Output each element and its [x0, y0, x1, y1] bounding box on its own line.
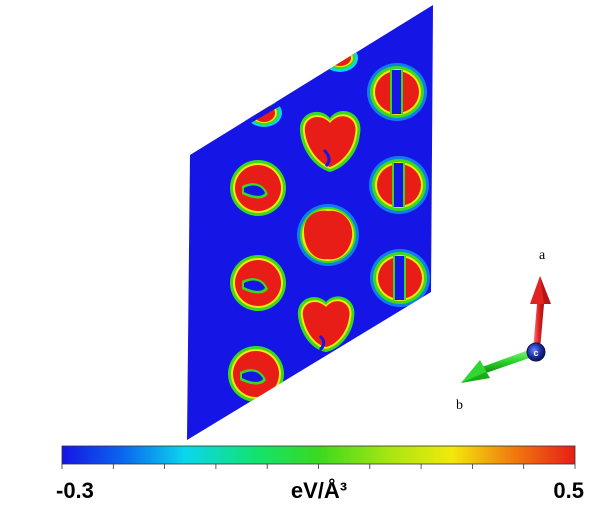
density-blob — [370, 249, 430, 307]
density-blob — [230, 160, 286, 216]
colorbar-unit-label: eV/Å³ — [290, 478, 348, 503]
colorbar-gradient — [61, 445, 576, 465]
density-blob — [297, 296, 355, 352]
density-blob — [297, 204, 359, 266]
density-blob — [369, 156, 429, 214]
a-axis-arrow — [530, 276, 551, 350]
a-axis-label: a — [539, 248, 546, 263]
b-axis-arrow — [461, 348, 538, 383]
density-blobs — [228, 44, 430, 402]
density-blob — [322, 44, 358, 72]
density-blob — [367, 63, 427, 121]
density-blob — [230, 255, 286, 311]
colorbar — [61, 445, 576, 469]
density-blob — [299, 111, 361, 172]
c-axis-marker — [526, 342, 546, 362]
density-blob — [228, 346, 284, 402]
colorbar-min-label: -0.3 — [56, 478, 94, 503]
colorbar-max-label: 0.5 — [553, 478, 584, 503]
density-blob — [245, 99, 283, 127]
colorbar-ticks — [61, 464, 576, 469]
lattice-axes: c a b — [456, 248, 551, 413]
b-axis-label: b — [456, 398, 463, 413]
c-axis-label: c — [533, 348, 538, 358]
